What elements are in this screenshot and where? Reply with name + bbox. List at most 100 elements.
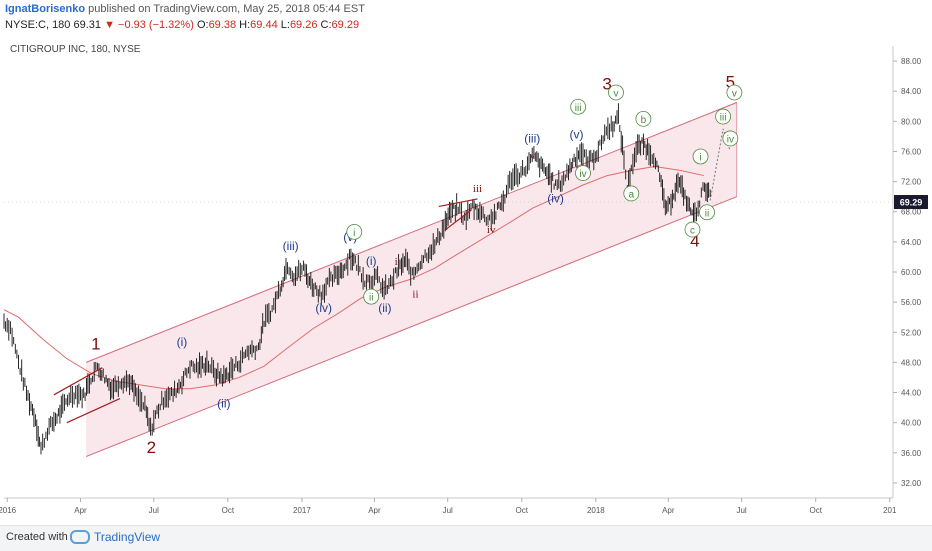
tradingview-brand[interactable]: TradingView — [70, 530, 160, 544]
wave-label-minute: iii — [720, 113, 727, 124]
wave-label-primary: 4 — [690, 231, 699, 250]
wave-label-circle — [575, 165, 591, 181]
wave-label-circle — [635, 110, 652, 127]
x-tick-label: Jul — [443, 506, 453, 515]
y-tick-label: 40.00 — [901, 419, 922, 428]
x-tick-label: 201 — [883, 506, 897, 515]
wave-label-primary: 5 — [726, 72, 735, 91]
down-arrow-icon: ▼ — [104, 19, 115, 31]
wave-label-minute: i — [699, 153, 701, 164]
x-tick-label: Oct — [516, 506, 529, 515]
y-tick-label: 84.00 — [901, 87, 922, 96]
wave-label-minute: b — [641, 115, 647, 126]
open-label: O: — [196, 19, 209, 31]
price-chart[interactable]: CITIGROUP INC, 180, NYSE 88.00 84.00 80.00 7… — [0, 38, 932, 525]
high-value: 69.44 — [250, 19, 278, 31]
chart-header: IgnatBorisenko published on TradingView.… — [0, 0, 932, 38]
y-tick-label: 36.00 — [901, 449, 922, 458]
projection-dotted-line — [709, 128, 731, 201]
y-tick-label: 80.00 — [901, 117, 922, 126]
wave-label-minor: (i) — [366, 254, 377, 268]
publish-line: IgnatBorisenko published on TradingView.… — [5, 3, 365, 15]
brand-name: TradingView — [94, 530, 161, 544]
tradingview-logo-icon — [70, 530, 90, 544]
high-label: H: — [239, 19, 251, 31]
last-price: 69.31 — [73, 19, 102, 31]
wedge-trendline — [66, 398, 121, 424]
quote-line: NYSE:C, 180 69.31 ▼ −0.93 (−1.32%) O:69.… — [5, 19, 359, 31]
x-tick-label: Jul — [149, 506, 159, 515]
y-tick-label: 56.00 — [901, 298, 922, 307]
y-tick-label: 52.00 — [901, 328, 922, 337]
wave-label-minuette: iii — [473, 183, 482, 195]
wave-label-primary: 1 — [91, 335, 100, 354]
wave-label-minor: (iv) — [547, 192, 564, 206]
wave-label-minute: iii — [575, 103, 582, 114]
x-tick-label: 2018 — [587, 506, 605, 515]
wave-label-minuette: v — [529, 150, 535, 162]
close-value: 69.29 — [331, 19, 360, 31]
x-tick-label: 2016 — [0, 506, 17, 515]
wave-label-minute: ii — [369, 293, 373, 304]
wave-label-minor: (iii) — [524, 131, 540, 145]
x-tick-label: Apr — [662, 506, 675, 515]
y-tick-label: 44.00 — [901, 389, 922, 398]
wave-label-circle — [726, 84, 743, 101]
wave-label-primary: 2 — [147, 438, 156, 457]
y-tick-label: 60.00 — [901, 268, 922, 277]
published-text: published on TradingView.com, May 25, 20… — [88, 3, 365, 15]
channel-lower-line — [85, 196, 737, 458]
y-tick-label: 64.00 — [901, 238, 922, 247]
moving-average-line — [3, 166, 704, 390]
wave-label-circle — [608, 84, 624, 101]
wave-label-minor: (iii) — [283, 239, 299, 253]
wave-label-circle — [346, 223, 363, 240]
wave-label-minuette: ii — [412, 289, 418, 301]
wave-label-minor: (ii) — [217, 397, 230, 411]
wave-label-minor: (ii) — [378, 301, 391, 315]
wave-label-minute: i — [353, 228, 355, 239]
wave-label-minuette: iv — [487, 224, 496, 236]
wave-label-minor: (iv) — [315, 301, 332, 315]
wave-label-minor: (v) — [570, 128, 584, 142]
wave-label-minute: c — [690, 226, 695, 237]
y-tick-label: 32.00 — [901, 479, 922, 488]
wave-label-minute: iv — [727, 134, 734, 145]
channel-upper-line — [85, 102, 737, 363]
wave-label-minute: iv — [579, 169, 586, 180]
y-tick-label: 72.00 — [901, 178, 922, 187]
low-label: L: — [280, 19, 290, 31]
x-tick-label: 2017 — [293, 506, 311, 515]
chart-title: CITIGROUP INC, 180, NYSE — [10, 44, 141, 55]
x-tick-label: Apr — [368, 506, 381, 515]
open-value: 69.38 — [208, 19, 237, 31]
wave-label-circle — [684, 221, 701, 238]
price-tag-box — [894, 195, 928, 210]
author-link[interactable]: IgnatBorisenko — [5, 3, 86, 15]
wave-label-circle — [699, 204, 715, 221]
symbol-interval[interactable]: NYSE:C, 180 — [5, 19, 71, 31]
wedge-trendline — [438, 198, 478, 208]
wave-label-minuette: i — [395, 256, 398, 268]
wave-label-circle — [722, 130, 739, 147]
channel-fill — [86, 102, 737, 457]
wave-label-minute: v — [732, 88, 737, 99]
wedge-trendline — [53, 367, 103, 396]
wave-label-minute: a — [629, 189, 635, 200]
y-tick-label: 88.00 — [901, 57, 922, 66]
wave-label-circle — [715, 108, 731, 125]
x-tick-label: Oct — [809, 506, 822, 515]
wedge-trendline — [444, 209, 472, 231]
wave-label-circle — [692, 148, 709, 165]
y-tick-label: 76.00 — [901, 147, 922, 156]
wave-label-circle — [363, 288, 380, 305]
wave-label-minute: v — [613, 88, 618, 99]
price-series — [3, 103, 711, 455]
price-tag-label: 69.29 — [900, 198, 923, 208]
created-with-text: Created with — [6, 531, 68, 543]
x-tick-label: Oct — [222, 506, 235, 515]
price-change: −0.93 (−1.32%) — [118, 19, 194, 31]
footer-bar: Created with TradingView — [0, 525, 932, 551]
x-tick-label: Apr — [74, 506, 87, 515]
x-tick-label: Jul — [736, 506, 746, 515]
